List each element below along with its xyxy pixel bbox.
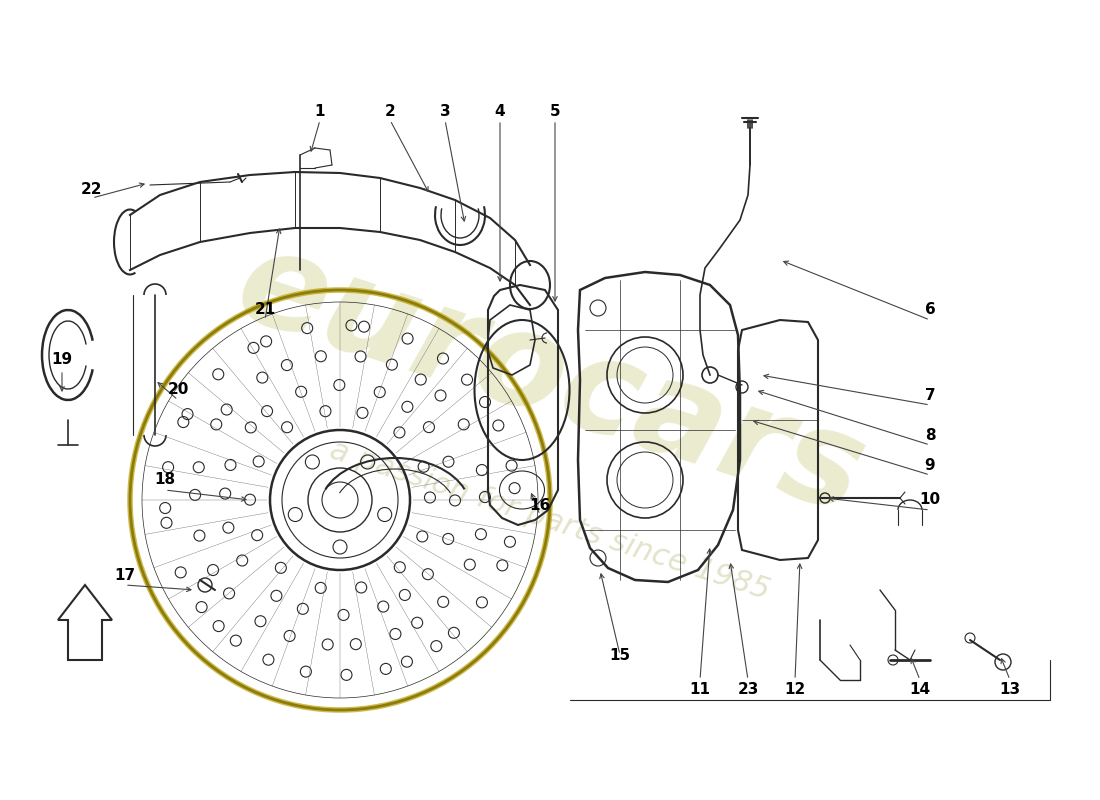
Text: 11: 11 — [690, 682, 711, 698]
Text: 16: 16 — [529, 498, 551, 513]
Text: 23: 23 — [737, 682, 759, 698]
Text: a passion for parts since 1985: a passion for parts since 1985 — [327, 435, 773, 605]
Text: 6: 6 — [925, 302, 935, 318]
Text: 15: 15 — [609, 647, 630, 662]
Text: 2: 2 — [385, 105, 395, 119]
Text: 5: 5 — [550, 105, 560, 119]
Text: 3: 3 — [440, 105, 450, 119]
Text: 14: 14 — [910, 682, 931, 698]
Text: 19: 19 — [52, 353, 73, 367]
Text: 1: 1 — [315, 105, 326, 119]
Text: 7: 7 — [925, 387, 935, 402]
Text: 18: 18 — [154, 473, 176, 487]
Text: 8: 8 — [925, 427, 935, 442]
Text: 4: 4 — [495, 105, 505, 119]
Text: 9: 9 — [925, 458, 935, 473]
Text: 21: 21 — [254, 302, 276, 318]
Text: eurocars: eurocars — [221, 219, 879, 541]
Text: 17: 17 — [114, 567, 135, 582]
Text: 20: 20 — [167, 382, 189, 398]
Text: 10: 10 — [920, 493, 940, 507]
Text: 12: 12 — [784, 682, 805, 698]
Polygon shape — [58, 585, 112, 660]
Text: 13: 13 — [1000, 682, 1021, 698]
Text: 22: 22 — [81, 182, 102, 198]
